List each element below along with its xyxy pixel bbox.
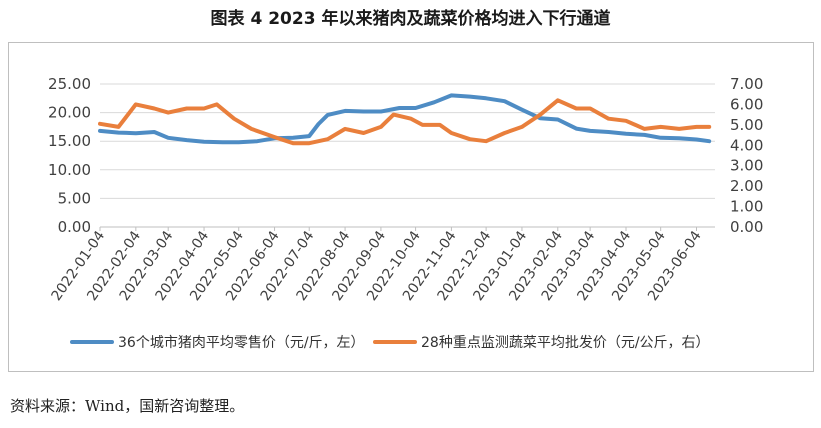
legend-label-2: 28种重点监测蔬菜平均批发价（元/公斤，右） bbox=[421, 335, 710, 351]
y-left-tick-label: 25.00 bbox=[48, 75, 91, 93]
x-axis: 2022-01-042022-02-042022-03-042022-04-04… bbox=[48, 226, 715, 304]
y-left-tick-label: 0.00 bbox=[58, 218, 91, 236]
source-note: 资料来源：Wind，国新咨询整理。 bbox=[10, 397, 245, 415]
legend-label-1: 36个城市猪肉平均零售价（元/斤，左） bbox=[118, 334, 365, 351]
y-axis-left: 25.00 20.00 15.00 10.00 5.00 0.00 bbox=[48, 75, 91, 236]
y-left-tick-label: 10.00 bbox=[48, 161, 91, 179]
series-line-2 bbox=[98, 98, 712, 146]
y-left-tick-label: 15.00 bbox=[48, 132, 91, 150]
y-right-tick-label: 5.00 bbox=[730, 116, 763, 134]
y-right-tick-label: 7.00 bbox=[730, 75, 763, 93]
y-right-tick-label: 1.00 bbox=[730, 198, 763, 216]
series-line-1 bbox=[98, 93, 712, 145]
y-left-tick-label: 20.00 bbox=[48, 104, 91, 122]
series-lines bbox=[98, 93, 712, 146]
gridlines bbox=[100, 83, 715, 228]
y-right-tick-label: 2.00 bbox=[730, 177, 763, 195]
chart-title: 图表 4 2023 年以来猪肉及蔬菜价格均进入下行通道 bbox=[210, 9, 611, 29]
y-axis-right: 7.00 6.00 5.00 4.00 3.00 2.00 1.00 0.00 bbox=[730, 75, 763, 236]
chart-frame bbox=[8, 42, 814, 372]
y-right-tick-label: 6.00 bbox=[730, 95, 763, 113]
y-right-tick-label: 0.00 bbox=[730, 218, 763, 236]
legend: 36个城市猪肉平均零售价（元/斤，左） 28种重点监测蔬菜平均批发价（元/公斤，右… bbox=[70, 334, 710, 351]
y-right-tick-label: 4.00 bbox=[730, 136, 763, 154]
y-left-tick-label: 5.00 bbox=[58, 189, 91, 207]
y-right-tick-label: 3.00 bbox=[730, 157, 763, 175]
